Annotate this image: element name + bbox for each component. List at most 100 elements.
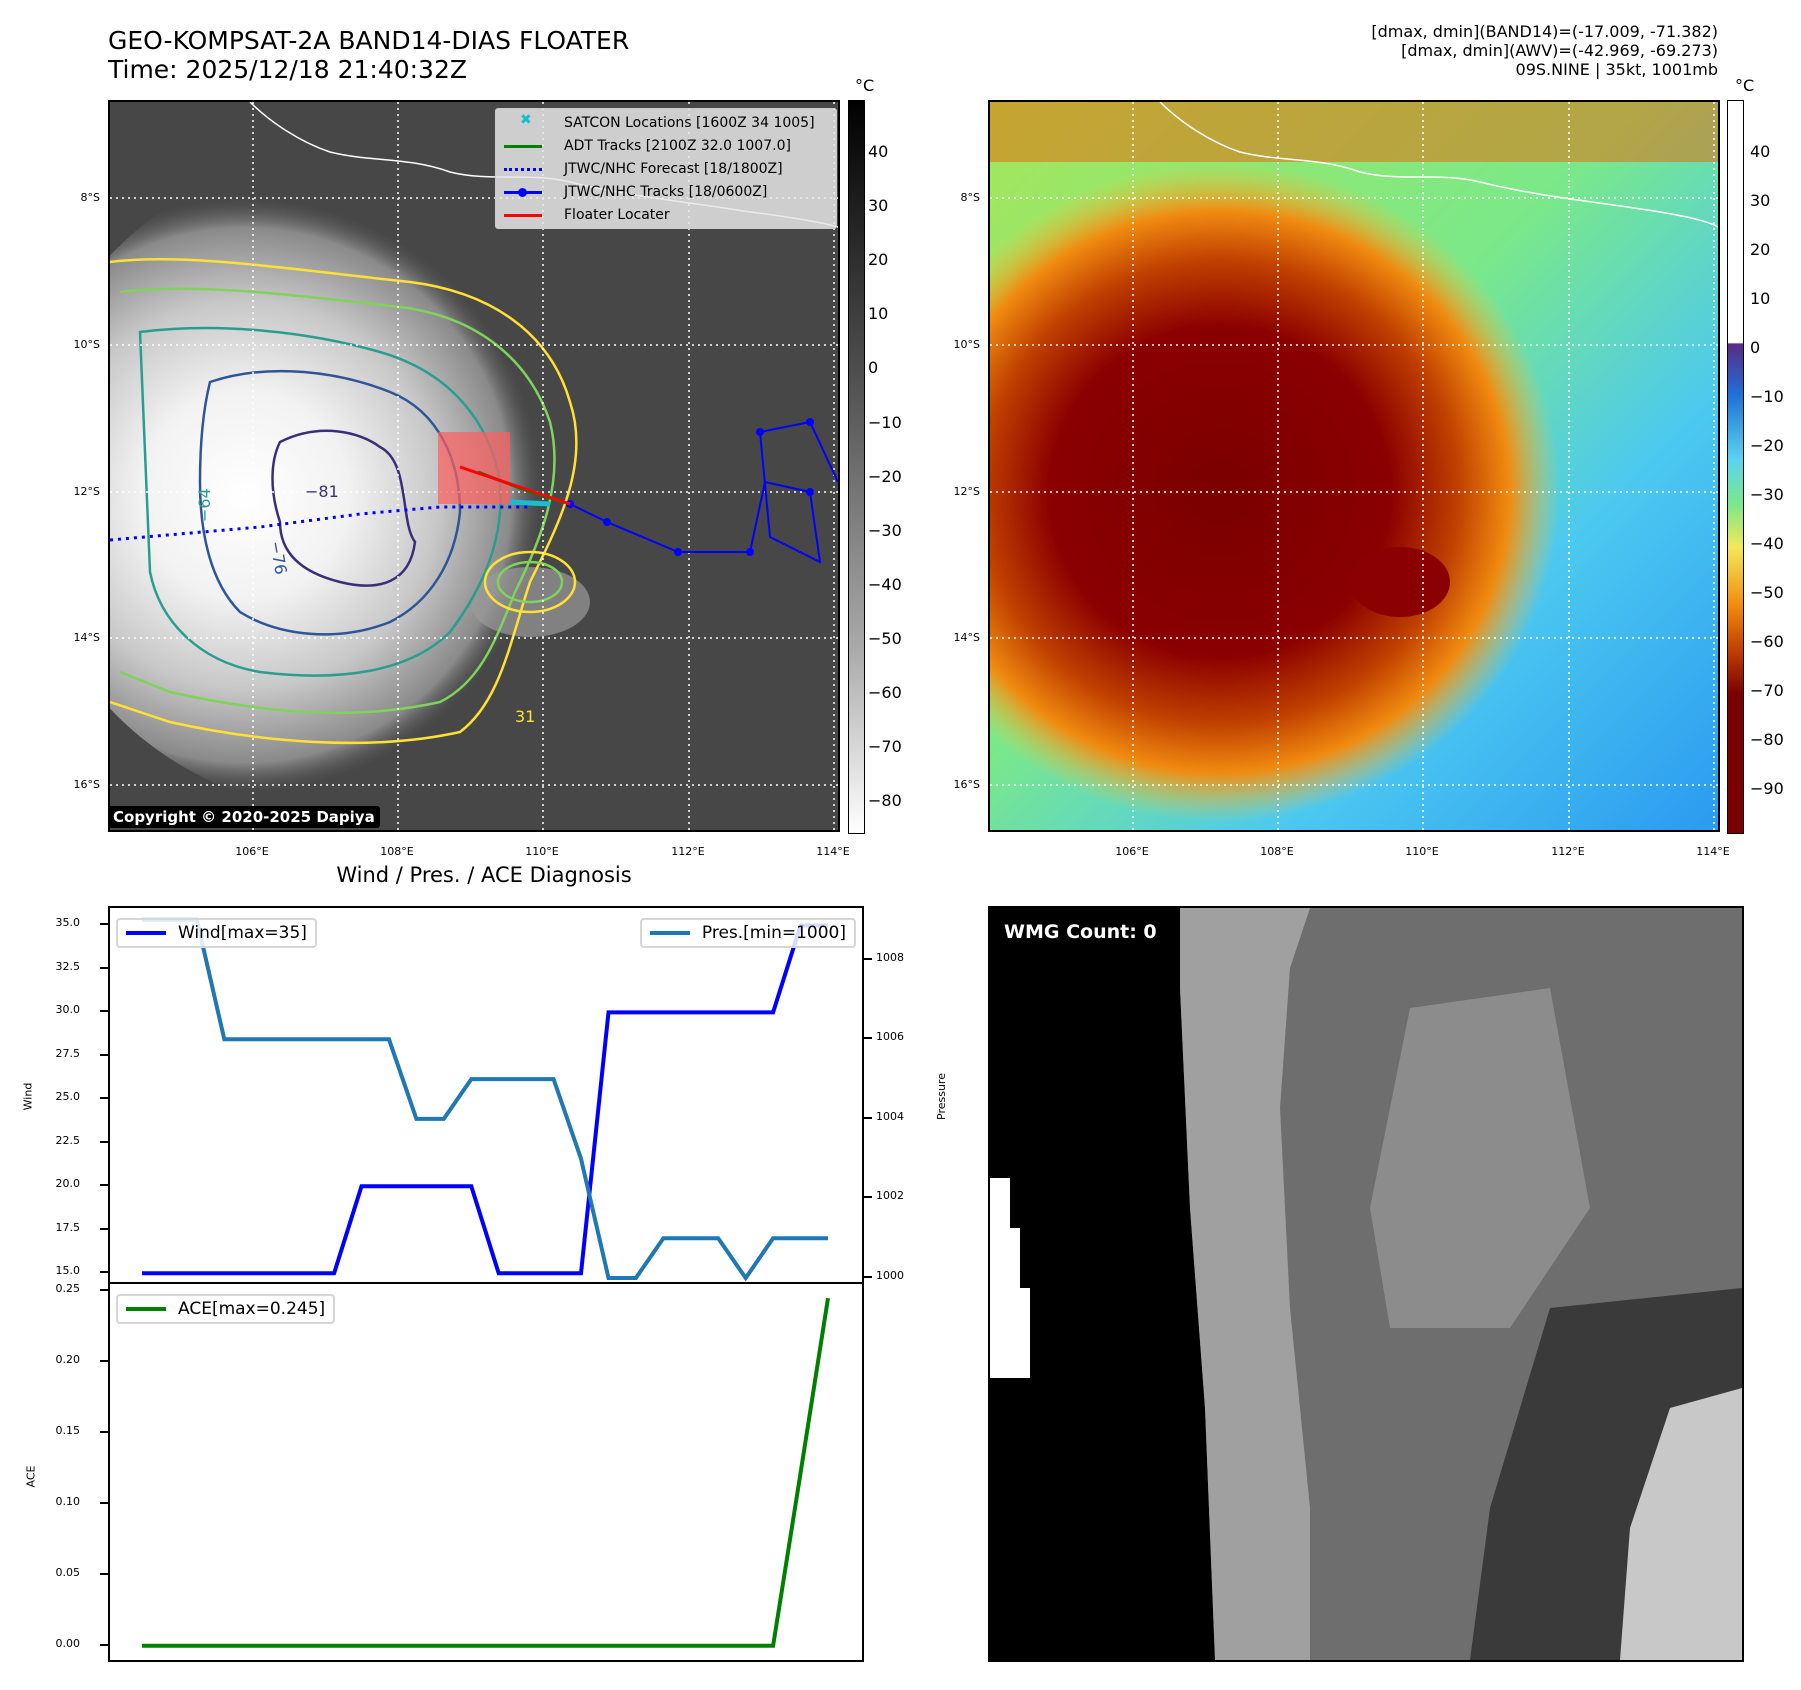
contour-71 bbox=[198, 369, 462, 636]
lon-tick: 114°E bbox=[816, 845, 850, 858]
colorbar-tick: 40 bbox=[868, 142, 889, 161]
legend-item-tracks: JTWC/NHC Tracks [18/0600Z] bbox=[496, 180, 836, 203]
colorbar-tick: −20 bbox=[1750, 436, 1784, 455]
tick-mark bbox=[100, 1010, 108, 1013]
tick-mark bbox=[864, 1276, 872, 1279]
colorbar-tick: −30 bbox=[868, 520, 902, 540]
ace-legend: ACE[max=0.245] bbox=[116, 1294, 336, 1324]
colorbar-tick: 0 bbox=[868, 358, 879, 378]
copyright-label: Copyright © 2020-2025 Dapiya bbox=[108, 806, 380, 828]
wind-tick: 30.0 bbox=[55, 1003, 81, 1017]
lat-tick: 14°S bbox=[73, 631, 100, 644]
title-line-2: Time: 2025/12/18 21:40:32Z bbox=[108, 55, 467, 84]
contour-31 bbox=[110, 258, 578, 745]
pressure-legend-label: Pres.[min=1000] bbox=[701, 923, 846, 943]
tick-mark bbox=[100, 1227, 108, 1230]
line-dot-icon bbox=[502, 185, 552, 199]
tick-mark bbox=[864, 957, 872, 960]
pressure-axis-label: Pressure bbox=[934, 1073, 948, 1120]
stats-awv: [dmax, dmin](AWV)=(-42.969, -69.273) bbox=[1401, 41, 1718, 60]
track-point bbox=[674, 548, 682, 556]
lat-tick: 10°S bbox=[953, 338, 980, 351]
satcon-locations bbox=[509, 499, 551, 507]
lon-tick: 112°E bbox=[1551, 845, 1585, 858]
lat-tick: 16°S bbox=[953, 778, 980, 791]
left-colorbar-unit: °C bbox=[855, 76, 875, 95]
tick-mark bbox=[100, 1289, 108, 1292]
colorbar-tick: −40 bbox=[868, 574, 902, 594]
colorbar-tick: −90 bbox=[1750, 779, 1784, 798]
wind-legend-line-icon bbox=[126, 931, 166, 935]
wmg-light-gray-region bbox=[1180, 908, 1310, 1660]
pressure-tick: 1008 bbox=[876, 950, 904, 964]
stats-band14: [dmax, dmin](BAND14)=(-17.009, -71.382) bbox=[1371, 22, 1718, 41]
wmg-image bbox=[990, 908, 1742, 1660]
tick-mark bbox=[100, 1643, 108, 1646]
pressure-tick: 1004 bbox=[876, 1109, 904, 1123]
legend-label: Floater Locater bbox=[564, 206, 670, 223]
wind-tick: 20.0 bbox=[55, 1177, 81, 1191]
colorbar-tick: −30 bbox=[1750, 485, 1784, 504]
colorbar-tick: −70 bbox=[868, 737, 902, 757]
contour-label: −81 bbox=[305, 482, 339, 501]
left-colorbar bbox=[848, 100, 865, 834]
tick-mark bbox=[100, 1360, 108, 1363]
ace-series-line bbox=[142, 1297, 830, 1648]
colorbar-tick: 40 bbox=[1750, 142, 1771, 161]
colorbar-tick: −80 bbox=[868, 791, 902, 811]
lat-tick: 12°S bbox=[73, 485, 100, 498]
dotted-line-icon bbox=[502, 162, 552, 176]
colorbar-tick: 30 bbox=[1750, 191, 1771, 210]
tick-mark bbox=[100, 966, 108, 969]
track-point bbox=[746, 548, 754, 556]
lat-tick: 8°S bbox=[80, 191, 100, 204]
tick-mark bbox=[100, 1430, 108, 1433]
legend-label: SATCON Locations [1600Z 34 1005] bbox=[564, 114, 815, 131]
floater-locater-line bbox=[459, 465, 571, 506]
colorbar-tick: −10 bbox=[1750, 387, 1784, 406]
tick-mark bbox=[100, 1271, 108, 1274]
legend-label: JTWC/NHC Forecast [18/1800Z] bbox=[564, 160, 783, 177]
lon-tick: 112°E bbox=[671, 845, 705, 858]
colorbar-tick: −60 bbox=[868, 683, 902, 702]
jtwc-forecast-track bbox=[110, 505, 530, 542]
cloud-shield bbox=[110, 152, 680, 812]
pressure-legend: Pres.[min=1000] bbox=[639, 918, 856, 948]
graticule bbox=[990, 102, 1718, 830]
right-map-svg bbox=[990, 102, 1718, 830]
ace-plot bbox=[141, 1297, 830, 1648]
wmg-black-region bbox=[990, 908, 1215, 1660]
lon-tick: 108°E bbox=[1260, 845, 1294, 858]
wind-tick: 32.5 bbox=[55, 959, 81, 973]
ace-tick: 0.20 bbox=[55, 1353, 81, 1367]
lat-tick: 8°S bbox=[960, 191, 980, 204]
wind-tick: 17.5 bbox=[55, 1220, 81, 1234]
colorbar-tick: −20 bbox=[868, 466, 902, 486]
tick-mark bbox=[100, 1097, 108, 1100]
solid-line-icon bbox=[502, 208, 552, 222]
x-marker-icon: ✖ bbox=[520, 111, 532, 128]
wind-legend: Wind[max=35] bbox=[116, 918, 317, 948]
contour-81 bbox=[271, 429, 417, 587]
ace-axis-label: ACE bbox=[24, 1465, 38, 1488]
colorbar-tick: −60 bbox=[1750, 632, 1784, 651]
legend-label: JTWC/NHC Tracks [18/0600Z] bbox=[564, 183, 768, 200]
ace-legend-line-icon bbox=[126, 1307, 166, 1311]
lat-tick: 12°S bbox=[953, 485, 980, 498]
figure-title: GEO-KOMPSAT-2A BAND14-DIAS FLOATER Time:… bbox=[108, 26, 629, 84]
legend-label: ADT Tracks [2100Z 32.0 1007.0] bbox=[564, 137, 791, 154]
pressure-tick: 1006 bbox=[876, 1030, 904, 1044]
colorbar-tick: 20 bbox=[868, 250, 889, 270]
contour-64 bbox=[138, 326, 502, 677]
tick-mark bbox=[100, 923, 108, 926]
tick-mark bbox=[100, 1184, 108, 1187]
track-point bbox=[806, 418, 814, 426]
colorbar-tick: 10 bbox=[1750, 289, 1771, 308]
ace-tick: 0.10 bbox=[55, 1494, 81, 1508]
legend-item-floater: Floater Locater bbox=[496, 203, 836, 226]
lon-tick: 114°E bbox=[1696, 845, 1730, 858]
track-point bbox=[603, 518, 611, 526]
storm-cell bbox=[1350, 547, 1450, 617]
lat-tick: 14°S bbox=[953, 631, 980, 644]
wind-tick: 15.0 bbox=[55, 1264, 81, 1278]
